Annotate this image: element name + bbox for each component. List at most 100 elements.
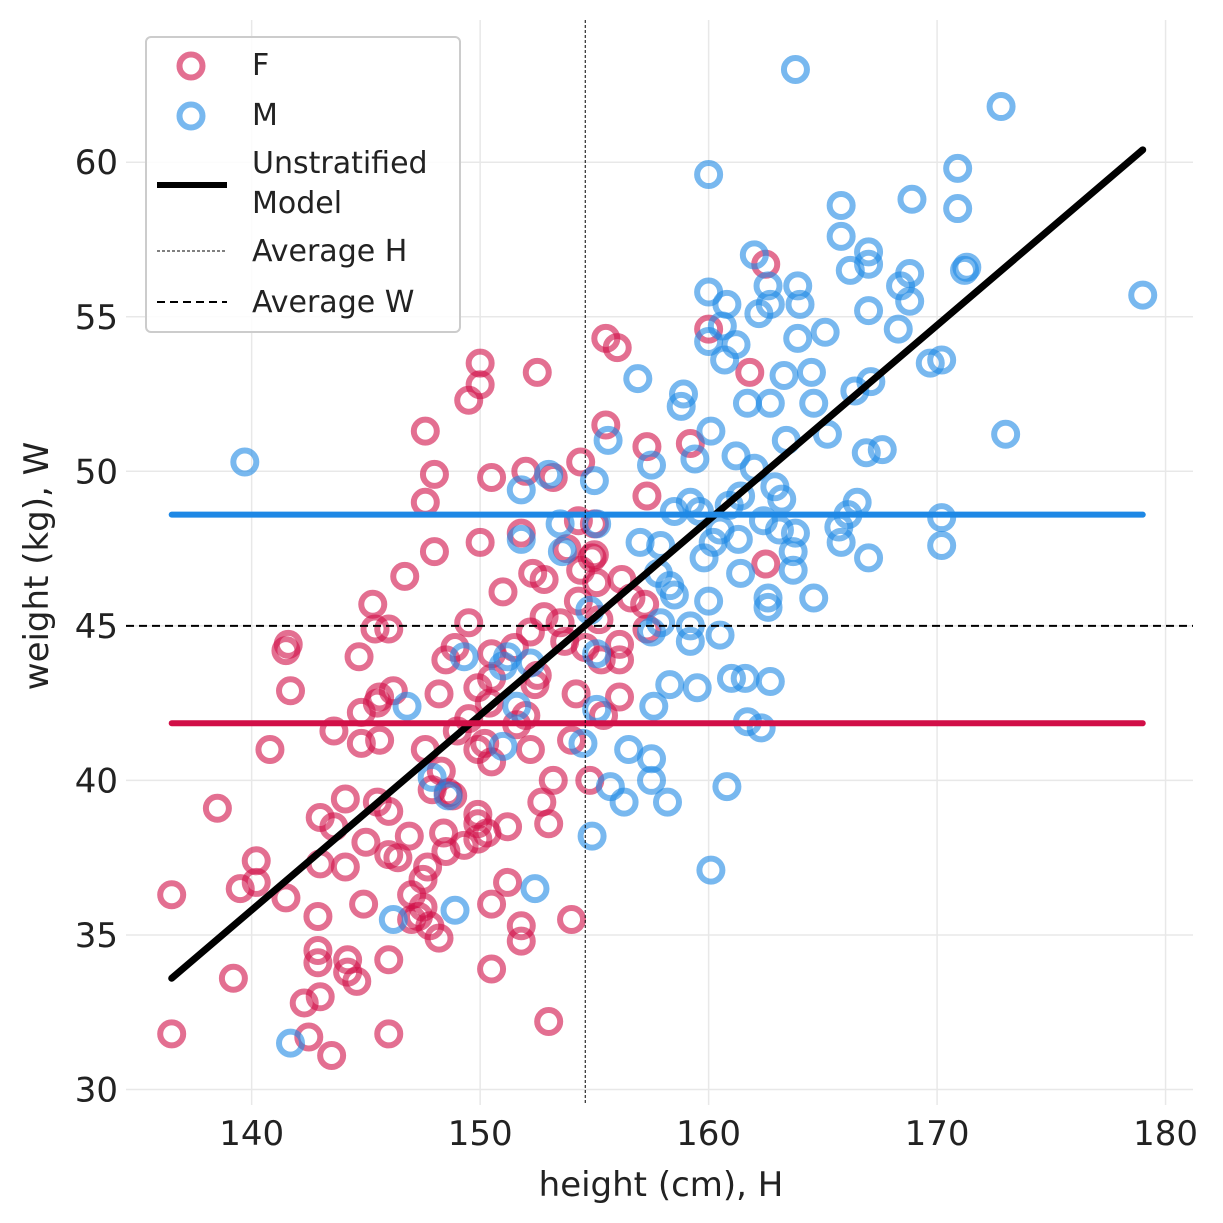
data-point-M	[826, 190, 856, 220]
data-point-F	[255, 735, 285, 765]
data-point-F	[351, 827, 381, 857]
data-point-M	[755, 388, 785, 418]
data-point-F	[157, 880, 187, 910]
data-point-F	[522, 357, 552, 387]
data-point-M	[755, 667, 785, 697]
legend-label: M	[252, 98, 278, 133]
data-point-F	[675, 428, 705, 458]
data-point-F	[735, 357, 765, 387]
data-point-M	[755, 289, 785, 319]
data-point-F	[454, 608, 484, 638]
data-point-M	[696, 416, 726, 446]
data-point-F	[477, 462, 507, 492]
data-point-M	[449, 642, 479, 672]
data-point-F	[429, 818, 459, 848]
data-point-M	[746, 713, 776, 743]
data-point-M	[705, 620, 735, 650]
data-point-M	[652, 787, 682, 817]
data-point-M	[769, 360, 799, 390]
data-point-F	[349, 889, 379, 919]
data-point-M	[392, 691, 422, 721]
data-point-F	[374, 1019, 404, 1049]
data-point-F	[419, 537, 449, 567]
data-point-M	[577, 821, 607, 851]
data-point-F	[410, 487, 440, 517]
data-point-M	[780, 54, 810, 84]
data-point-F	[305, 982, 335, 1012]
data-point-M	[851, 438, 881, 468]
data-point-M	[488, 731, 518, 761]
y-axis-label: weight (kg), W	[17, 442, 57, 690]
data-point-F	[602, 333, 632, 363]
data-point-M	[799, 388, 829, 418]
data-point-M	[694, 586, 724, 616]
data-point-F	[410, 416, 440, 446]
data-point-M	[856, 367, 886, 397]
data-point-M	[826, 221, 856, 251]
data-point-F	[303, 948, 333, 978]
data-point-F	[534, 1007, 564, 1037]
data-point-M	[593, 425, 623, 455]
data-point-F	[374, 945, 404, 975]
x-axis-label: height (cm), H	[539, 1165, 784, 1205]
data-point-F	[330, 784, 360, 814]
x-tick-label: 150	[448, 1114, 513, 1154]
data-point-M	[230, 447, 260, 477]
y-tick-label: 60	[75, 143, 118, 183]
data-point-M	[712, 772, 742, 802]
data-point-F	[241, 867, 271, 897]
data-point-M	[753, 583, 783, 613]
data-point-M	[753, 592, 783, 622]
data-point-F	[303, 935, 333, 965]
data-point-F	[529, 602, 559, 632]
data-point-M	[897, 184, 927, 214]
data-point-F	[545, 608, 575, 638]
data-point-F	[374, 614, 404, 644]
series-lines	[126, 20, 1193, 1105]
data-point-M	[655, 670, 685, 700]
data-point-F	[477, 954, 507, 984]
data-point-M	[534, 459, 564, 489]
data-point-M	[716, 663, 746, 693]
data-point-M	[433, 781, 463, 811]
unstratified-model-line	[168, 146, 1147, 982]
data-point-F	[488, 577, 518, 607]
legend-marker-F	[176, 51, 206, 81]
legend-marker-M	[176, 101, 206, 131]
data-point-M	[883, 314, 913, 344]
data-point-M	[582, 639, 612, 669]
data-point-F	[319, 716, 349, 746]
data-point-M	[796, 357, 826, 387]
data-point-F	[413, 852, 443, 882]
data-point-F	[605, 629, 635, 659]
y-tick-label: 45	[75, 607, 118, 647]
data-point-M	[712, 289, 742, 319]
data-point-F	[477, 889, 507, 919]
data-point-M	[854, 237, 884, 267]
data-point-M	[767, 484, 797, 514]
x-tick-label: 180	[1133, 1114, 1198, 1154]
data-point-M	[609, 787, 639, 817]
data-point-F	[317, 1041, 347, 1071]
legend-label: Unstratified	[252, 146, 428, 181]
data-point-F	[605, 682, 635, 712]
y-tick-label: 30	[75, 1071, 118, 1111]
data-point-M	[666, 391, 696, 421]
data-point-M	[726, 481, 756, 511]
data-point-M	[854, 296, 884, 326]
data-point-M	[568, 728, 598, 758]
data-point-F	[563, 506, 593, 536]
data-point-F	[449, 830, 479, 860]
data-point-M	[417, 762, 447, 792]
y-tick-label: 50	[75, 452, 118, 492]
y-tick-label: 55	[75, 298, 118, 338]
data-point-F	[579, 540, 609, 570]
data-point-F	[365, 682, 395, 712]
data-point-F	[591, 410, 621, 440]
data-point-M	[986, 92, 1016, 122]
data-point-F	[157, 1019, 187, 1049]
data-point-F	[390, 561, 420, 591]
data-point-F	[506, 926, 536, 956]
data-point-F	[751, 549, 781, 579]
data-point-F	[632, 432, 662, 462]
